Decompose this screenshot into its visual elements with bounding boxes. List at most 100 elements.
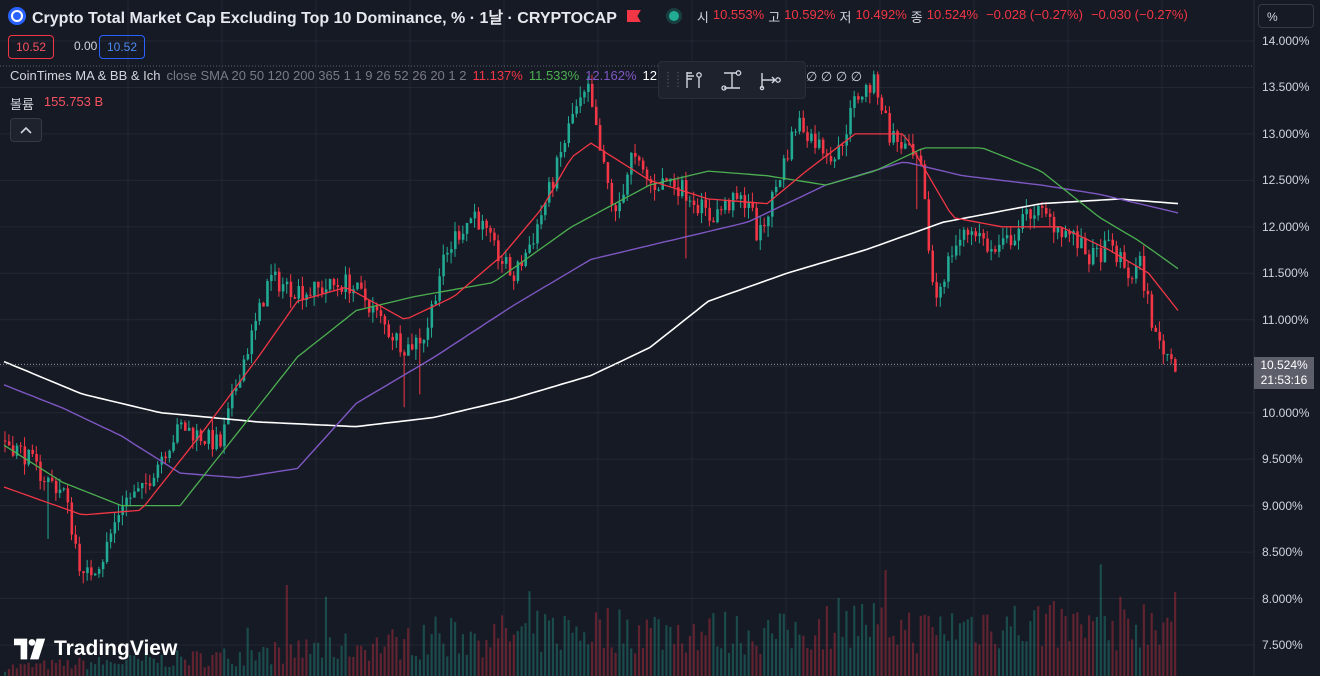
candle-body <box>426 327 430 340</box>
volume-bar <box>199 653 202 676</box>
volume-bar <box>446 656 449 676</box>
drag-handle-icon[interactable]: ⋮⋮ ⋮⋮ <box>663 71 683 89</box>
candle-body <box>1060 227 1064 238</box>
candle-body <box>180 422 183 425</box>
candle-body <box>708 207 711 221</box>
volume-bar <box>35 663 38 676</box>
indicator-name[interactable]: CoinTimes MA & BB & Ich <box>10 68 161 83</box>
collapse-legend-button[interactable] <box>10 118 42 142</box>
volume-bar <box>935 635 938 676</box>
candle-body <box>876 74 880 98</box>
candle-body <box>344 274 348 292</box>
volume-bar <box>1099 564 1102 676</box>
candle-body <box>872 74 876 93</box>
candle-body <box>309 294 312 296</box>
volume-bar <box>563 616 566 676</box>
candle-body <box>160 456 164 465</box>
candle-body <box>551 181 555 189</box>
y-tick-label: 10.000% <box>1262 405 1310 420</box>
volume-bar <box>109 662 112 676</box>
volume-legend[interactable]: 볼륨 155.753 B <box>10 94 103 113</box>
volume-bar <box>641 648 645 676</box>
volume-bar <box>947 640 950 676</box>
volume-bar <box>504 627 508 676</box>
candle-body <box>837 145 841 160</box>
candle-body <box>1142 255 1146 291</box>
volume-bar <box>884 569 887 676</box>
candle-body <box>755 207 758 241</box>
buy-button[interactable]: 10.52 <box>99 35 146 59</box>
volume-bar <box>606 607 609 676</box>
volume-bar <box>1142 604 1145 676</box>
volume-bar <box>277 647 281 676</box>
volume-bar <box>1048 604 1052 676</box>
candle-body <box>688 200 692 202</box>
indicator-legend[interactable]: CoinTimes MA & BB & Ich close SMA 20 50 … <box>10 68 657 83</box>
candle-body <box>403 352 406 356</box>
volume-bar <box>219 652 222 676</box>
candle-body <box>211 430 214 450</box>
candle-body <box>58 489 62 494</box>
y-tick-label: 12.000% <box>1262 219 1310 234</box>
candle-body <box>219 434 222 447</box>
candle-body <box>939 286 942 298</box>
volume-bar <box>508 641 511 676</box>
sell-button[interactable]: 10.52 <box>8 35 55 59</box>
volume-bar <box>148 657 151 676</box>
price-range-icon[interactable] <box>717 65 747 95</box>
candle-body <box>1076 231 1079 249</box>
candle-body <box>1029 209 1032 219</box>
volume-bar <box>227 658 230 676</box>
candle-body <box>395 333 398 341</box>
tradingview-logo[interactable]: TradingView <box>14 637 177 661</box>
volume-bar <box>383 646 386 676</box>
volume-bar <box>485 640 488 676</box>
volume-bar <box>817 619 821 676</box>
drawing-toolbar[interactable]: ⋮⋮ ⋮⋮ <box>658 61 806 99</box>
volume-bar <box>160 654 163 676</box>
candle-body <box>379 310 383 317</box>
volume-bar <box>684 652 688 676</box>
change-value-2: −0.030 (−0.27%) <box>1090 6 1188 22</box>
volume-bar <box>567 619 570 676</box>
candle-body <box>880 97 884 111</box>
symbol-title[interactable]: Crypto Total Market Cap Excluding Top 10… <box>32 10 617 27</box>
market-status-icon[interactable] <box>663 5 685 27</box>
volume-bar <box>250 650 253 676</box>
candle-body <box>39 461 42 481</box>
candle-body <box>724 200 727 211</box>
candle-body <box>802 117 805 133</box>
unit-select[interactable]: % <box>1258 4 1314 28</box>
date-range-icon[interactable] <box>755 65 785 95</box>
candle-body <box>794 131 798 133</box>
candle-body <box>598 124 602 151</box>
flag-pin-icon[interactable] <box>679 65 709 95</box>
candle-body <box>442 254 445 277</box>
last-price-value: 10.524% <box>1260 358 1308 372</box>
volume-bar <box>395 637 398 676</box>
chart-header: Crypto Total Market Cap Excluding Top 10… <box>8 4 1188 28</box>
volume-bar <box>747 630 750 676</box>
candle-body <box>473 211 477 219</box>
volume-bar <box>430 634 433 676</box>
candle-body <box>947 256 950 282</box>
candle-body <box>645 169 649 180</box>
y-tick-label: 13.000% <box>1262 126 1310 141</box>
candle-body <box>281 284 285 292</box>
candle-body <box>520 261 524 267</box>
volume-bar <box>324 596 328 676</box>
volume-bar <box>657 619 660 676</box>
candle-body <box>966 229 970 235</box>
candle-body <box>888 113 891 143</box>
candle-body <box>778 180 782 187</box>
last-price-label: 10.524% 21:53:16 <box>1254 357 1314 389</box>
volume-bar <box>4 671 7 676</box>
flag-icon[interactable] <box>626 10 641 22</box>
volume-bar <box>892 635 895 676</box>
volume-bar <box>1060 608 1063 676</box>
candle-body <box>450 249 453 253</box>
candle-body <box>716 209 719 223</box>
volume-bar <box>688 635 691 676</box>
candle-body <box>7 441 11 446</box>
